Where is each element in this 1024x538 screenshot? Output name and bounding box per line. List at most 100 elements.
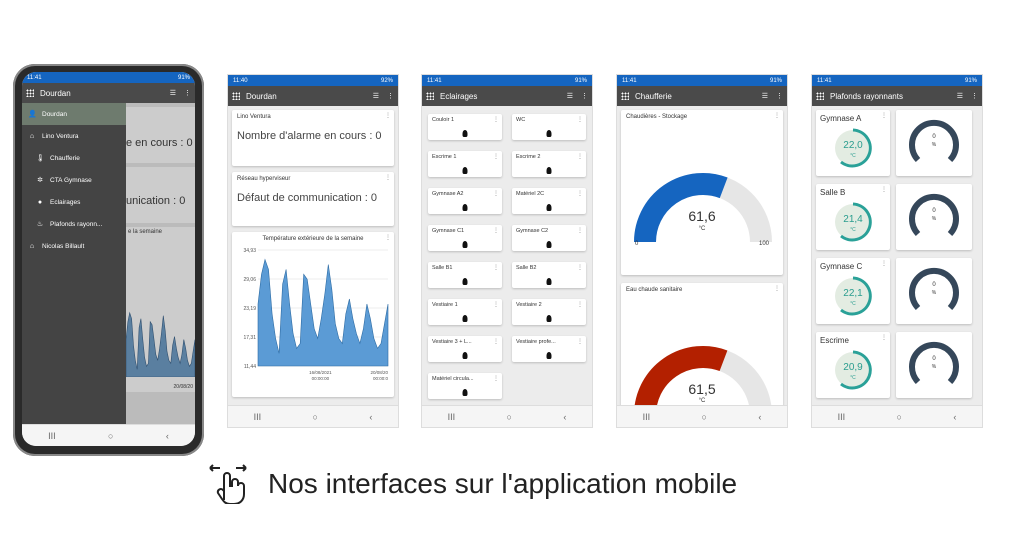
gauge-card-1[interactable]: ⋮ Chaudières - Stockage 61,6 °C 0 100 [621, 110, 783, 275]
more-icon[interactable]: ⋮ [385, 235, 391, 241]
more-icon[interactable]: ⋮ [881, 113, 887, 119]
recent-apps-button[interactable]: III [642, 411, 651, 422]
back-button[interactable]: ‹ [953, 411, 957, 422]
home-button[interactable]: ○ [896, 411, 902, 422]
drawer-item-label: Eclairages [50, 198, 81, 206]
temp-ring-arc [840, 350, 872, 390]
recent-apps-button[interactable]: III [48, 430, 56, 441]
zone-temp: 22,1 [843, 288, 863, 299]
bulb-icon [546, 278, 552, 285]
light-card[interactable]: Couloir 1 ⋮ [428, 114, 502, 140]
more-icon[interactable]: ⋮ [577, 117, 583, 123]
more-icon[interactable]: ⋮ [881, 187, 887, 193]
light-card[interactable]: WC ⋮ [512, 114, 586, 140]
light-card[interactable]: Escrime 1 ⋮ [428, 151, 502, 177]
light-card[interactable]: Matériel 2C ⋮ [512, 188, 586, 214]
grid-icon[interactable] [816, 92, 824, 100]
recent-apps-button[interactable]: III [447, 411, 456, 422]
recent-apps-button[interactable]: III [253, 411, 262, 422]
more-icon[interactable]: ⋮ [577, 265, 583, 271]
more-icon[interactable]: ⋮ [493, 191, 499, 197]
filter-icon[interactable]: ☰ [761, 93, 768, 100]
zone-temp-card[interactable]: ⋮ Gymnase A 22,0 °C [816, 110, 890, 176]
more-icon[interactable]: ⋮ [493, 339, 499, 345]
filter-icon[interactable]: ☰ [566, 93, 573, 100]
more-icon[interactable]: ⋮ [971, 93, 978, 100]
more-icon[interactable]: ⋮ [881, 335, 887, 341]
valve-card[interactable]: 0 % [896, 184, 972, 250]
light-card[interactable]: Salle B2 ⋮ [512, 262, 586, 288]
back-button[interactable]: ‹ [369, 411, 373, 422]
more-icon[interactable]: ⋮ [387, 93, 394, 100]
home-button[interactable]: ○ [312, 411, 318, 422]
valve-card[interactable]: 0 % [896, 258, 972, 324]
home-button[interactable]: ○ [108, 430, 114, 441]
more-icon[interactable]: ⋮ [493, 265, 499, 271]
zone-temp-card[interactable]: ⋮ Gymnase C 22,1 °C [816, 258, 890, 324]
drawer-item[interactable]: 👤 Dourdan [22, 103, 126, 125]
grid-icon[interactable] [232, 92, 240, 100]
more-icon[interactable]: ⋮ [577, 191, 583, 197]
more-icon[interactable]: ⋮ [774, 113, 780, 119]
more-icon[interactable]: ⋮ [385, 113, 391, 119]
drawer-item[interactable]: ⌂ Nicolas Billault [22, 235, 126, 257]
drawer-item[interactable]: ● Eclairages [22, 191, 126, 213]
more-icon[interactable]: ⋮ [493, 154, 499, 160]
light-card[interactable]: Salle B1 ⋮ [428, 262, 502, 288]
light-card[interactable]: Vestiaire 3 + L... ⋮ [428, 336, 502, 362]
screen-eclairages: 11:41 91% Eclairages ☰ ⋮ Couloir 1 ⋮ WC ⋮ Escri… [421, 74, 593, 428]
filter-icon[interactable]: ☰ [169, 90, 176, 97]
drawer-item[interactable]: ♨ Plafonds rayonn... [22, 213, 126, 235]
more-icon[interactable]: ⋮ [577, 228, 583, 234]
more-icon[interactable]: ⋮ [577, 154, 583, 160]
light-card[interactable]: Gymnase C2 ⋮ [512, 225, 586, 251]
light-card[interactable]: Vestiaire 2 ⋮ [512, 299, 586, 325]
more-icon[interactable]: ⋮ [774, 286, 780, 292]
more-icon[interactable]: ⋮ [493, 228, 499, 234]
more-icon[interactable]: ⋮ [385, 175, 391, 181]
grid-icon[interactable] [26, 89, 34, 97]
light-card[interactable]: Escrime 2 ⋮ [512, 151, 586, 177]
more-icon[interactable]: ⋮ [184, 90, 191, 97]
more-icon[interactable]: ⋮ [776, 93, 783, 100]
home-button[interactable]: ○ [701, 411, 707, 422]
comm-card[interactable]: ⋮ Réseau hyperviseur Défaut de communicati… [232, 172, 394, 226]
more-icon[interactable]: ⋮ [493, 376, 499, 382]
light-card[interactable]: Gymnase A2 ⋮ [428, 188, 502, 214]
more-icon[interactable]: ⋮ [881, 261, 887, 267]
back-button[interactable]: ‹ [563, 411, 567, 422]
back-button[interactable]: ‹ [758, 411, 762, 422]
drawer-item[interactable]: ⌂ Lino Ventura [22, 125, 126, 147]
light-card[interactable]: Vestiaire profe... ⋮ [512, 336, 586, 362]
flame-icon: ♨ [36, 221, 44, 228]
drawer-item[interactable]: ✲ CTA Gymnase [22, 169, 126, 191]
light-card[interactable]: Matériel circula... ⋮ [428, 373, 502, 399]
light-card[interactable]: Vestiaire 1 ⋮ [428, 299, 502, 325]
more-icon[interactable]: ⋮ [577, 302, 583, 308]
valve-card[interactable]: 0 % [896, 332, 972, 398]
home-button[interactable]: ○ [506, 411, 512, 422]
temp-chart-card[interactable]: ⋮ Température extérieure de la semaine 3… [232, 232, 394, 397]
zone-temp-card[interactable]: ⋮ Escrime 20,9 °C [816, 332, 890, 398]
back-button[interactable]: ‹ [165, 430, 169, 441]
behind-date: 20/08/20 [173, 384, 193, 390]
grid-icon[interactable] [621, 92, 629, 100]
gauge-card-2[interactable]: ⋮ Eau chaude sanitaire 61,5 °C [621, 283, 783, 405]
valve-card[interactable]: 0 % [896, 110, 972, 176]
more-icon[interactable]: ⋮ [493, 117, 499, 123]
filter-icon[interactable]: ☰ [956, 93, 963, 100]
zone-temp-card[interactable]: ⋮ Salle B 21,4 °C [816, 184, 890, 250]
status-time: 11:41 [427, 77, 442, 84]
more-icon[interactable]: ⋮ [493, 302, 499, 308]
grid-icon[interactable] [426, 92, 434, 100]
gauge-1-value: 61,6 [688, 208, 716, 224]
status-bar: 11:41 91% [422, 75, 592, 86]
alarm-card[interactable]: ⋮ Lino Ventura Nombre d'alarme en cours : … [232, 110, 394, 166]
more-icon[interactable]: ⋮ [581, 93, 588, 100]
light-card[interactable]: Gymnase C1 ⋮ [428, 225, 502, 251]
more-icon[interactable]: ⋮ [577, 339, 583, 345]
drawer-item[interactable]: 🌡 Chaufferie [22, 147, 126, 169]
recent-apps-button[interactable]: III [837, 411, 846, 422]
behind-chart-area [126, 311, 195, 377]
filter-icon[interactable]: ☰ [372, 93, 379, 100]
